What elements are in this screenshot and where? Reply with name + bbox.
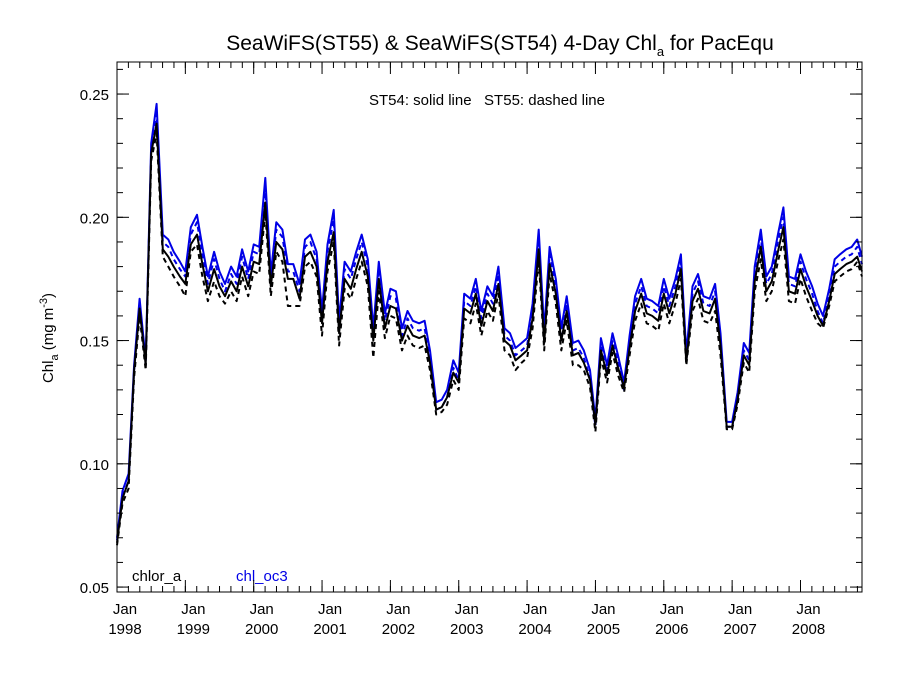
chart-title: SeaWiFS(ST55) & SeaWiFS(ST54) 4-Day Chla… xyxy=(226,32,774,59)
x-tick-label-year: 2003 xyxy=(450,621,483,638)
x-tick-label-month: Jan xyxy=(728,601,752,618)
y-axis-label: Chla (mg m-3) xyxy=(38,293,61,383)
x-tick-label-month: Jan xyxy=(250,601,274,618)
y-tick-label: 0.15 xyxy=(80,334,109,351)
x-tick-label-year: 1998 xyxy=(108,621,141,638)
plot-frame xyxy=(116,61,863,593)
x-tick-label-month: Jan xyxy=(181,601,205,618)
x-tick-label-month: Jan xyxy=(455,601,479,618)
series-group xyxy=(116,102,863,546)
y-tick-label: 0.10 xyxy=(80,457,109,474)
x-tick-label-year: 2006 xyxy=(655,621,688,638)
x-tick-label-month: Jan xyxy=(318,601,342,618)
x-tick-label-year: 2008 xyxy=(792,621,825,638)
x-tick-label-month: Jan xyxy=(386,601,410,618)
x-tick-label-year: 2000 xyxy=(245,621,278,638)
y-tick-label: 0.25 xyxy=(80,87,109,104)
y-tick-label: 0.05 xyxy=(80,580,109,597)
line-style-note: ST54: solid line ST55: dashed line xyxy=(369,92,605,109)
x-tick-label-month: Jan xyxy=(113,601,137,618)
x-tick-label-month: Jan xyxy=(660,601,684,618)
series-line-3 xyxy=(116,132,863,546)
x-tick-label-year: 2007 xyxy=(723,621,756,638)
x-tick-label-year: 1999 xyxy=(177,621,210,638)
x-tick-label-month: Jan xyxy=(523,601,547,618)
x-tick-label-year: 2004 xyxy=(518,621,551,638)
axes: 0.05 0.10 0.15 0.20 0.25 Jan 1998 Jan 1999 Jan 200… xyxy=(80,61,863,638)
series-line-0 xyxy=(116,102,863,538)
y-tick-label: 0.20 xyxy=(80,210,109,227)
x-tick-label-month: Jan xyxy=(591,601,615,618)
x-tick-label-year: 2001 xyxy=(313,621,346,638)
legend-chl-oc3: chl_oc3 xyxy=(236,568,288,585)
legend-chlor-a: chlor_a xyxy=(132,568,182,585)
x-tick-label-year: 2005 xyxy=(587,621,620,638)
x-tick-label-year: 2002 xyxy=(382,621,415,638)
x-tick-label-month: Jan xyxy=(796,601,820,618)
